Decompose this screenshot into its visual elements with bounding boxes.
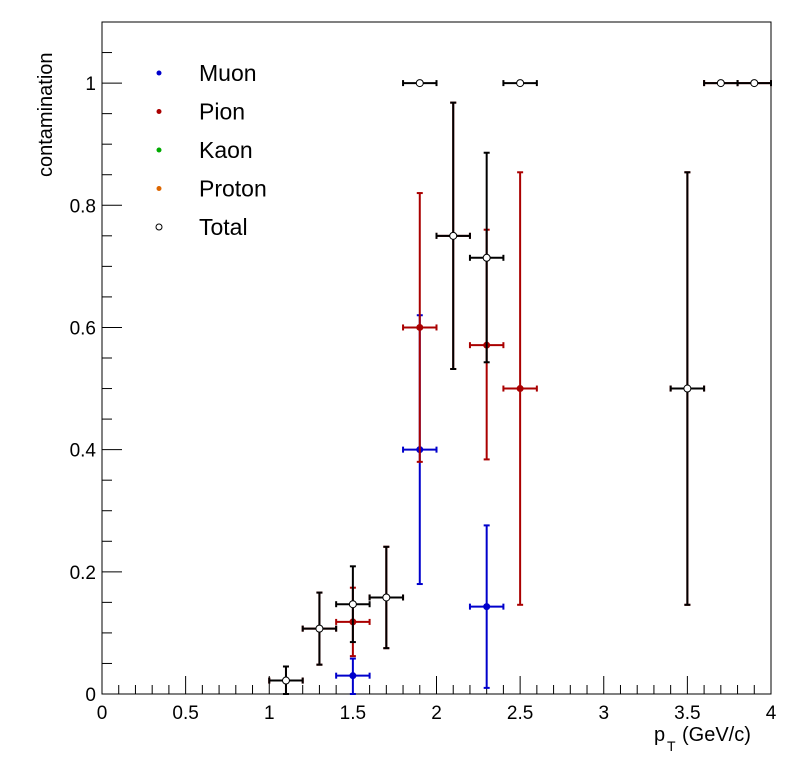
data-point-total (703, 79, 739, 88)
x-axis-title-p: p (654, 724, 665, 746)
data-point-total (368, 545, 405, 650)
data-point-total (402, 79, 438, 88)
legend-entry-kaon: Kaon (156, 137, 253, 163)
data-point-pion (402, 192, 438, 463)
marker (349, 672, 357, 680)
marker (416, 323, 424, 331)
legend-label: Proton (199, 176, 267, 202)
legend-entry-proton: Proton (156, 176, 267, 202)
marker (315, 624, 324, 633)
data-point-total (335, 565, 371, 644)
data-point-muon (335, 657, 371, 695)
legend-marker (156, 70, 162, 76)
data-point-total (669, 171, 706, 606)
legend-label: Muon (199, 60, 257, 86)
data-point-pion (502, 171, 538, 606)
data-points (268, 79, 772, 695)
y-tick-label: 0 (85, 685, 96, 706)
marker (683, 384, 692, 393)
x-tick-label: 4 (766, 703, 777, 724)
legend-marker (156, 186, 162, 191)
data-point-total (502, 79, 538, 88)
marker (750, 79, 759, 88)
legend: Muon Pion Kaon Proton Total (155, 60, 267, 240)
y-tick-label: 0.6 (70, 318, 96, 339)
marker (449, 231, 458, 240)
data-point-total (468, 151, 505, 364)
data-point-total (736, 79, 772, 88)
data-point-total (435, 101, 471, 370)
data-point-muon (468, 524, 505, 689)
x-tick-label: 0.5 (172, 703, 198, 724)
x-tick-label: 3 (598, 703, 609, 724)
x-tick-label: 1 (264, 703, 275, 724)
x-tick-label: 1.5 (340, 703, 366, 724)
x-tick-label: 2.5 (507, 703, 533, 724)
marker (516, 385, 524, 393)
marker (482, 253, 491, 262)
legend-entry-pion: Pion (156, 99, 245, 125)
y-tick-label: 1 (85, 74, 96, 95)
legend-marker (156, 147, 162, 153)
x-tick-label: 3.5 (674, 703, 700, 724)
y-axis-title: contamination (35, 52, 57, 177)
y-tick-label: 0.4 (70, 441, 97, 462)
legend-label: Total (199, 214, 248, 240)
x-axis-title-subscript: T (667, 738, 676, 754)
x-axis-title: p T (GeV/c) (654, 724, 751, 754)
x-axis-title-unit: (GeV/c) (682, 724, 751, 746)
legend-marker (156, 109, 162, 114)
legend-marker (155, 223, 163, 231)
marker (516, 79, 525, 88)
marker (348, 600, 357, 609)
marker (483, 603, 491, 611)
marker (382, 593, 391, 602)
marker (281, 676, 290, 685)
marker (415, 79, 424, 88)
x-tick-label: 2 (431, 703, 442, 724)
y-tick-label: 0.2 (70, 563, 96, 584)
data-point-total (301, 591, 338, 666)
legend-entry-total: Total (155, 214, 248, 240)
y-tick-label: 0.8 (70, 196, 96, 217)
marker (716, 79, 725, 88)
legend-entry-muon: Muon (156, 60, 257, 86)
data-point-total (268, 665, 304, 695)
x-tick-label: 0 (97, 703, 108, 724)
legend-label: Kaon (199, 137, 253, 163)
legend-label: Pion (199, 99, 245, 125)
